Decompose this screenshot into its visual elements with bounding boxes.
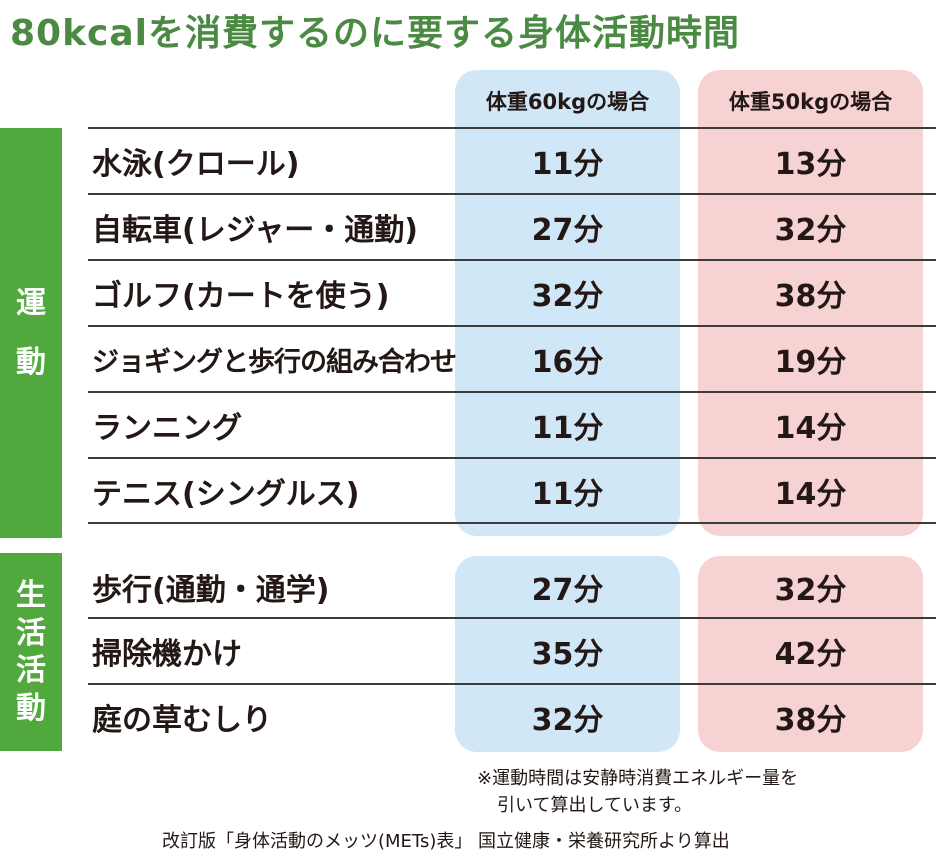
section-label-char: 動	[16, 690, 46, 726]
time-50kg: 38分	[774, 703, 847, 738]
activity-name: ランニング	[92, 411, 242, 446]
section-label-char: 運	[16, 285, 46, 321]
activity-name: 自転車(レジャー・通勤)	[92, 213, 418, 248]
time-60kg: 11分	[531, 477, 604, 512]
column-50kg-background-daily	[698, 556, 923, 752]
section-label-char: 活	[16, 653, 46, 688]
time-50kg: 32分	[774, 213, 847, 248]
time-50kg: 14分	[774, 411, 847, 446]
time-60kg: 35分	[531, 637, 604, 672]
time-60kg: 27分	[531, 572, 604, 608]
table-row: 歩行(通勤・通学) 27分 32分	[88, 556, 936, 617]
time-50kg: 38分	[774, 279, 847, 314]
activity-name: 掃除機かけ	[92, 637, 242, 672]
table-divider	[88, 522, 936, 524]
activity-name: 歩行(通勤・通学)	[92, 572, 330, 608]
table-divider	[88, 457, 936, 459]
footnote: ※運動時間は安静時消費エネルギー量を 引いて算出しています。	[477, 765, 798, 819]
table-divider	[88, 391, 936, 393]
table-row: 水泳(クロール) 11分 13分	[88, 129, 936, 193]
table-row: ランニング 11分 14分	[88, 393, 936, 457]
footnote-line: 引いて算出しています。	[497, 795, 693, 816]
activity-name: ジョギングと歩行の組み合わせ	[92, 346, 457, 378]
time-50kg: 42分	[774, 637, 847, 672]
footnote-line: ※運動時間は安静時消費エネルギー量を	[477, 768, 799, 789]
time-60kg: 32分	[531, 703, 604, 738]
table-divider	[88, 127, 936, 129]
time-60kg: 32分	[531, 279, 604, 314]
table-row: ジョギングと歩行の組み合わせ 16分 19分	[88, 327, 936, 391]
time-60kg: 11分	[531, 411, 604, 446]
source-citation: 改訂版「身体活動のメッツ(METs)表」 国立健康・栄養研究所より算出	[162, 831, 730, 852]
section-label-daily-activity: 生 活 活 動	[0, 553, 62, 751]
column-header-50kg: 体重50kgの場合	[728, 90, 893, 114]
table-row: 自転車(レジャー・通勤) 27分 32分	[88, 195, 936, 259]
page-title: 80kcalを消費するのに要する身体活動時間	[10, 13, 741, 54]
activity-name: テニス(シングルス)	[92, 477, 360, 512]
table-row: 庭の草むしり 32分 38分	[88, 685, 936, 749]
time-50kg: 19分	[774, 345, 847, 380]
table-divider	[88, 193, 936, 195]
table-divider	[88, 259, 936, 261]
table-row: 掃除機かけ 35分 42分	[88, 619, 936, 683]
table-divider	[88, 683, 936, 685]
time-60kg: 16分	[531, 345, 604, 380]
table-divider	[88, 325, 936, 327]
activity-name: ゴルフ(カートを使う)	[92, 279, 390, 314]
time-50kg: 13分	[774, 147, 847, 182]
section-label-char: 動	[16, 345, 46, 380]
section-label-char: 生	[16, 578, 46, 613]
time-60kg: 27分	[531, 213, 604, 248]
time-50kg: 14分	[774, 477, 847, 512]
time-60kg: 11分	[531, 147, 604, 182]
time-50kg: 32分	[774, 572, 847, 608]
table-divider	[88, 617, 936, 619]
section-label-char: 活	[16, 615, 46, 651]
table-row: テニス(シングルス) 11分 14分	[88, 459, 936, 523]
table-row: ゴルフ(カートを使う) 32分 38分	[88, 261, 936, 325]
activity-name: 庭の草むしり	[92, 703, 272, 738]
column-60kg-background-daily	[455, 556, 680, 752]
section-label-exercise: 運 動	[0, 128, 62, 538]
activity-name: 水泳(クロール)	[92, 147, 300, 182]
column-header-60kg: 体重60kgの場合	[485, 90, 650, 114]
